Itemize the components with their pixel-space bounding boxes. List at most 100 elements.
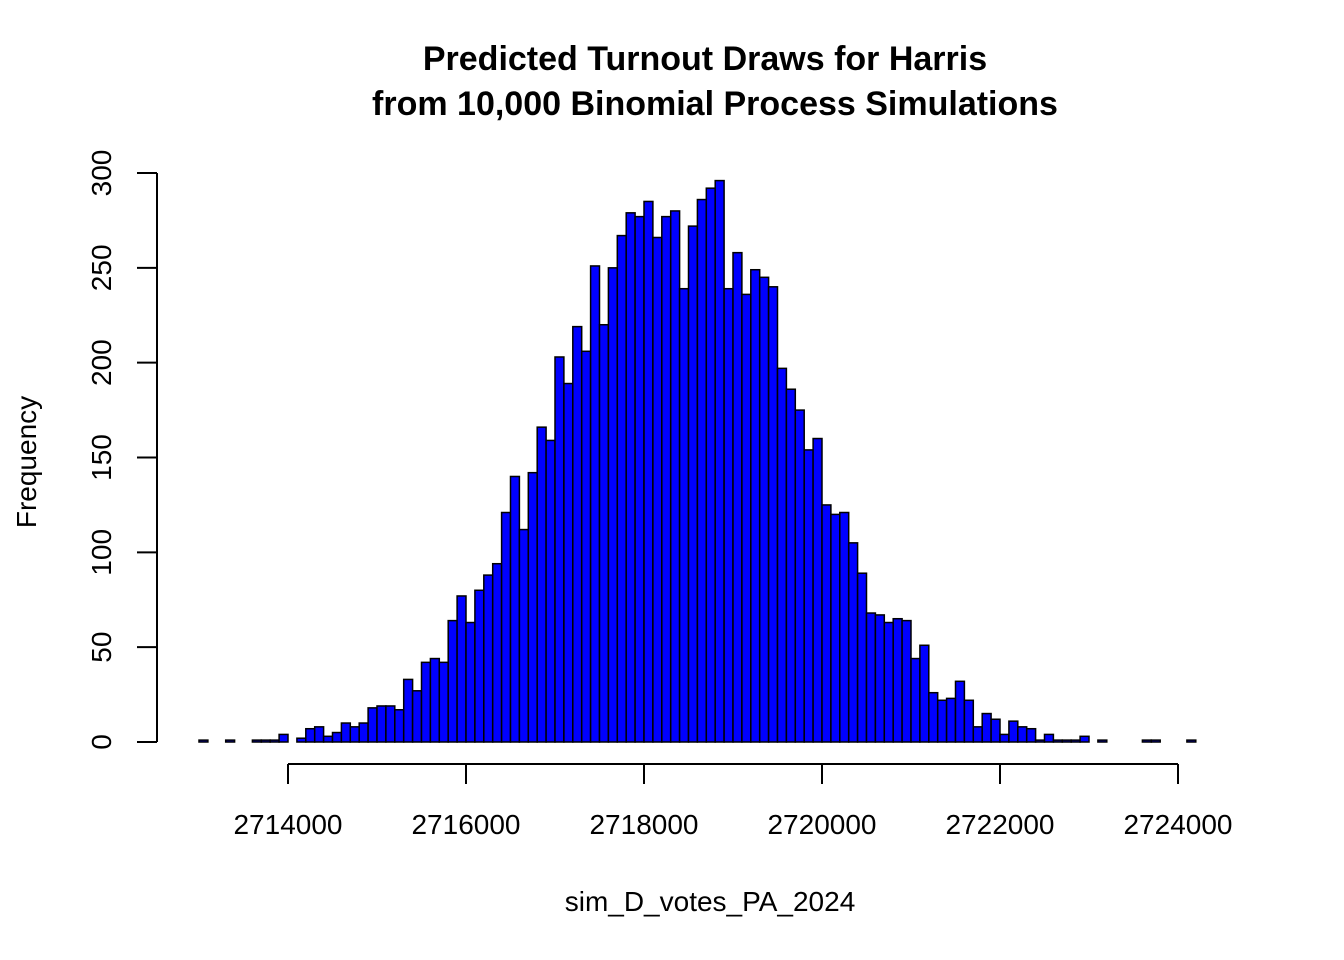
histogram-bar [678,287,690,743]
histogram-bar [527,471,538,743]
histogram-bar [598,323,610,743]
histogram-bar [420,661,432,743]
histogram-bar [376,705,387,743]
y-tick-label: 200 [86,339,117,386]
histogram-bar [358,722,369,743]
histogram-bar [1141,739,1153,743]
y-tick-label: 150 [86,434,117,481]
histogram-bar [563,382,574,743]
histogram-bar [411,690,423,743]
histogram-bar [776,367,788,743]
y-axis: 0 50 100 150 200 250 300 [86,150,158,750]
histogram-bar [990,718,1001,743]
chart-title-line2: from 10,000 Binomial Process Simulations [372,85,1058,123]
histogram-bar [589,265,601,743]
histogram-bar [830,513,841,743]
histogram-bar [198,739,209,743]
histogram-bar [696,198,708,743]
histogram-bar [847,542,859,743]
histogram-bar [714,179,725,743]
histogram-bar [794,409,805,743]
histogram-bar [224,739,236,743]
histogram-bar [901,619,912,743]
histogram-bar [402,678,414,743]
histogram-bar [483,574,494,743]
histogram-bar [260,739,271,743]
y-tick-label: 100 [86,529,117,576]
x-tick-label: 2714000 [233,809,342,840]
histogram-bar [580,350,592,743]
histogram-bar [634,215,645,743]
histogram-bar [394,709,405,743]
histogram-bar [313,726,325,743]
histogram-bar [1008,720,1019,743]
histogram-bar [625,212,636,743]
x-tick-label: 2724000 [1123,809,1232,840]
y-tick-label: 50 [86,632,117,663]
histogram-bars [198,179,1197,743]
histogram-bar [518,528,530,743]
histogram-bar [278,733,289,743]
histogram-bar [750,268,761,743]
histogram-bar [919,644,930,743]
histogram-bar [1061,739,1072,743]
histogram-bar [812,437,823,743]
histogram-bar [785,388,797,743]
histogram-bar [883,621,894,743]
histogram-bar [981,712,992,743]
x-tick-label: 2720000 [767,809,876,840]
histogram-bar [687,225,699,743]
histogram-bar [322,735,334,743]
histogram-bar [305,727,316,743]
histogram-bar [1025,727,1037,743]
histogram-bar [954,680,966,743]
histogram-bar [296,737,307,743]
histogram-bar [652,236,663,743]
histogram-bar [349,726,360,743]
histogram-bar [269,739,280,743]
histogram-bar [767,286,779,743]
histogram-bar [1186,739,1197,743]
histogram-bar [500,511,512,743]
x-axis-label: sim_D_votes_PA_2024 [565,886,856,917]
histogram-bar [1043,733,1055,743]
histogram-bar [429,657,441,743]
histogram-bar [438,661,449,743]
histogram-bar [839,511,850,743]
histogram-bar [456,595,467,743]
histogram-bar [572,325,583,743]
x-tick-label: 2716000 [411,809,520,840]
y-tick-label: 250 [86,244,117,291]
y-tick-label: 0 [86,734,117,750]
histogram-bar [1034,739,1046,743]
histogram-bar [340,722,352,743]
histogram-bar [509,475,521,743]
histogram-bar [616,234,627,743]
histogram-bar [732,251,743,743]
histogram-bar [821,504,832,743]
histogram-bar [474,589,485,743]
histogram-bar [945,697,957,743]
histogram-bar [545,439,556,743]
histogram-bar [447,619,458,743]
histogram-bar [999,733,1010,743]
histogram-bar [1017,726,1028,743]
histogram-bar [928,691,939,743]
y-tick-label: 300 [86,150,117,197]
histogram-bar [661,215,672,743]
histogram-bar [465,621,476,743]
histogram-bar [741,293,752,743]
histogram-bar [1052,739,1064,743]
histogram-bar [705,187,716,743]
histogram-bar [963,699,975,743]
histogram-bar [1070,739,1081,743]
x-tick-label: 2718000 [589,809,698,840]
histogram-bar [1097,739,1108,743]
x-axis: 2714000 2716000 2718000 2720000 2722000 27240… [233,763,1233,840]
histogram-bar [972,726,983,743]
histogram-bar [892,617,903,743]
histogram-bar [536,426,547,743]
y-axis-label: Frequency [11,396,42,528]
histogram-bar [803,449,814,743]
